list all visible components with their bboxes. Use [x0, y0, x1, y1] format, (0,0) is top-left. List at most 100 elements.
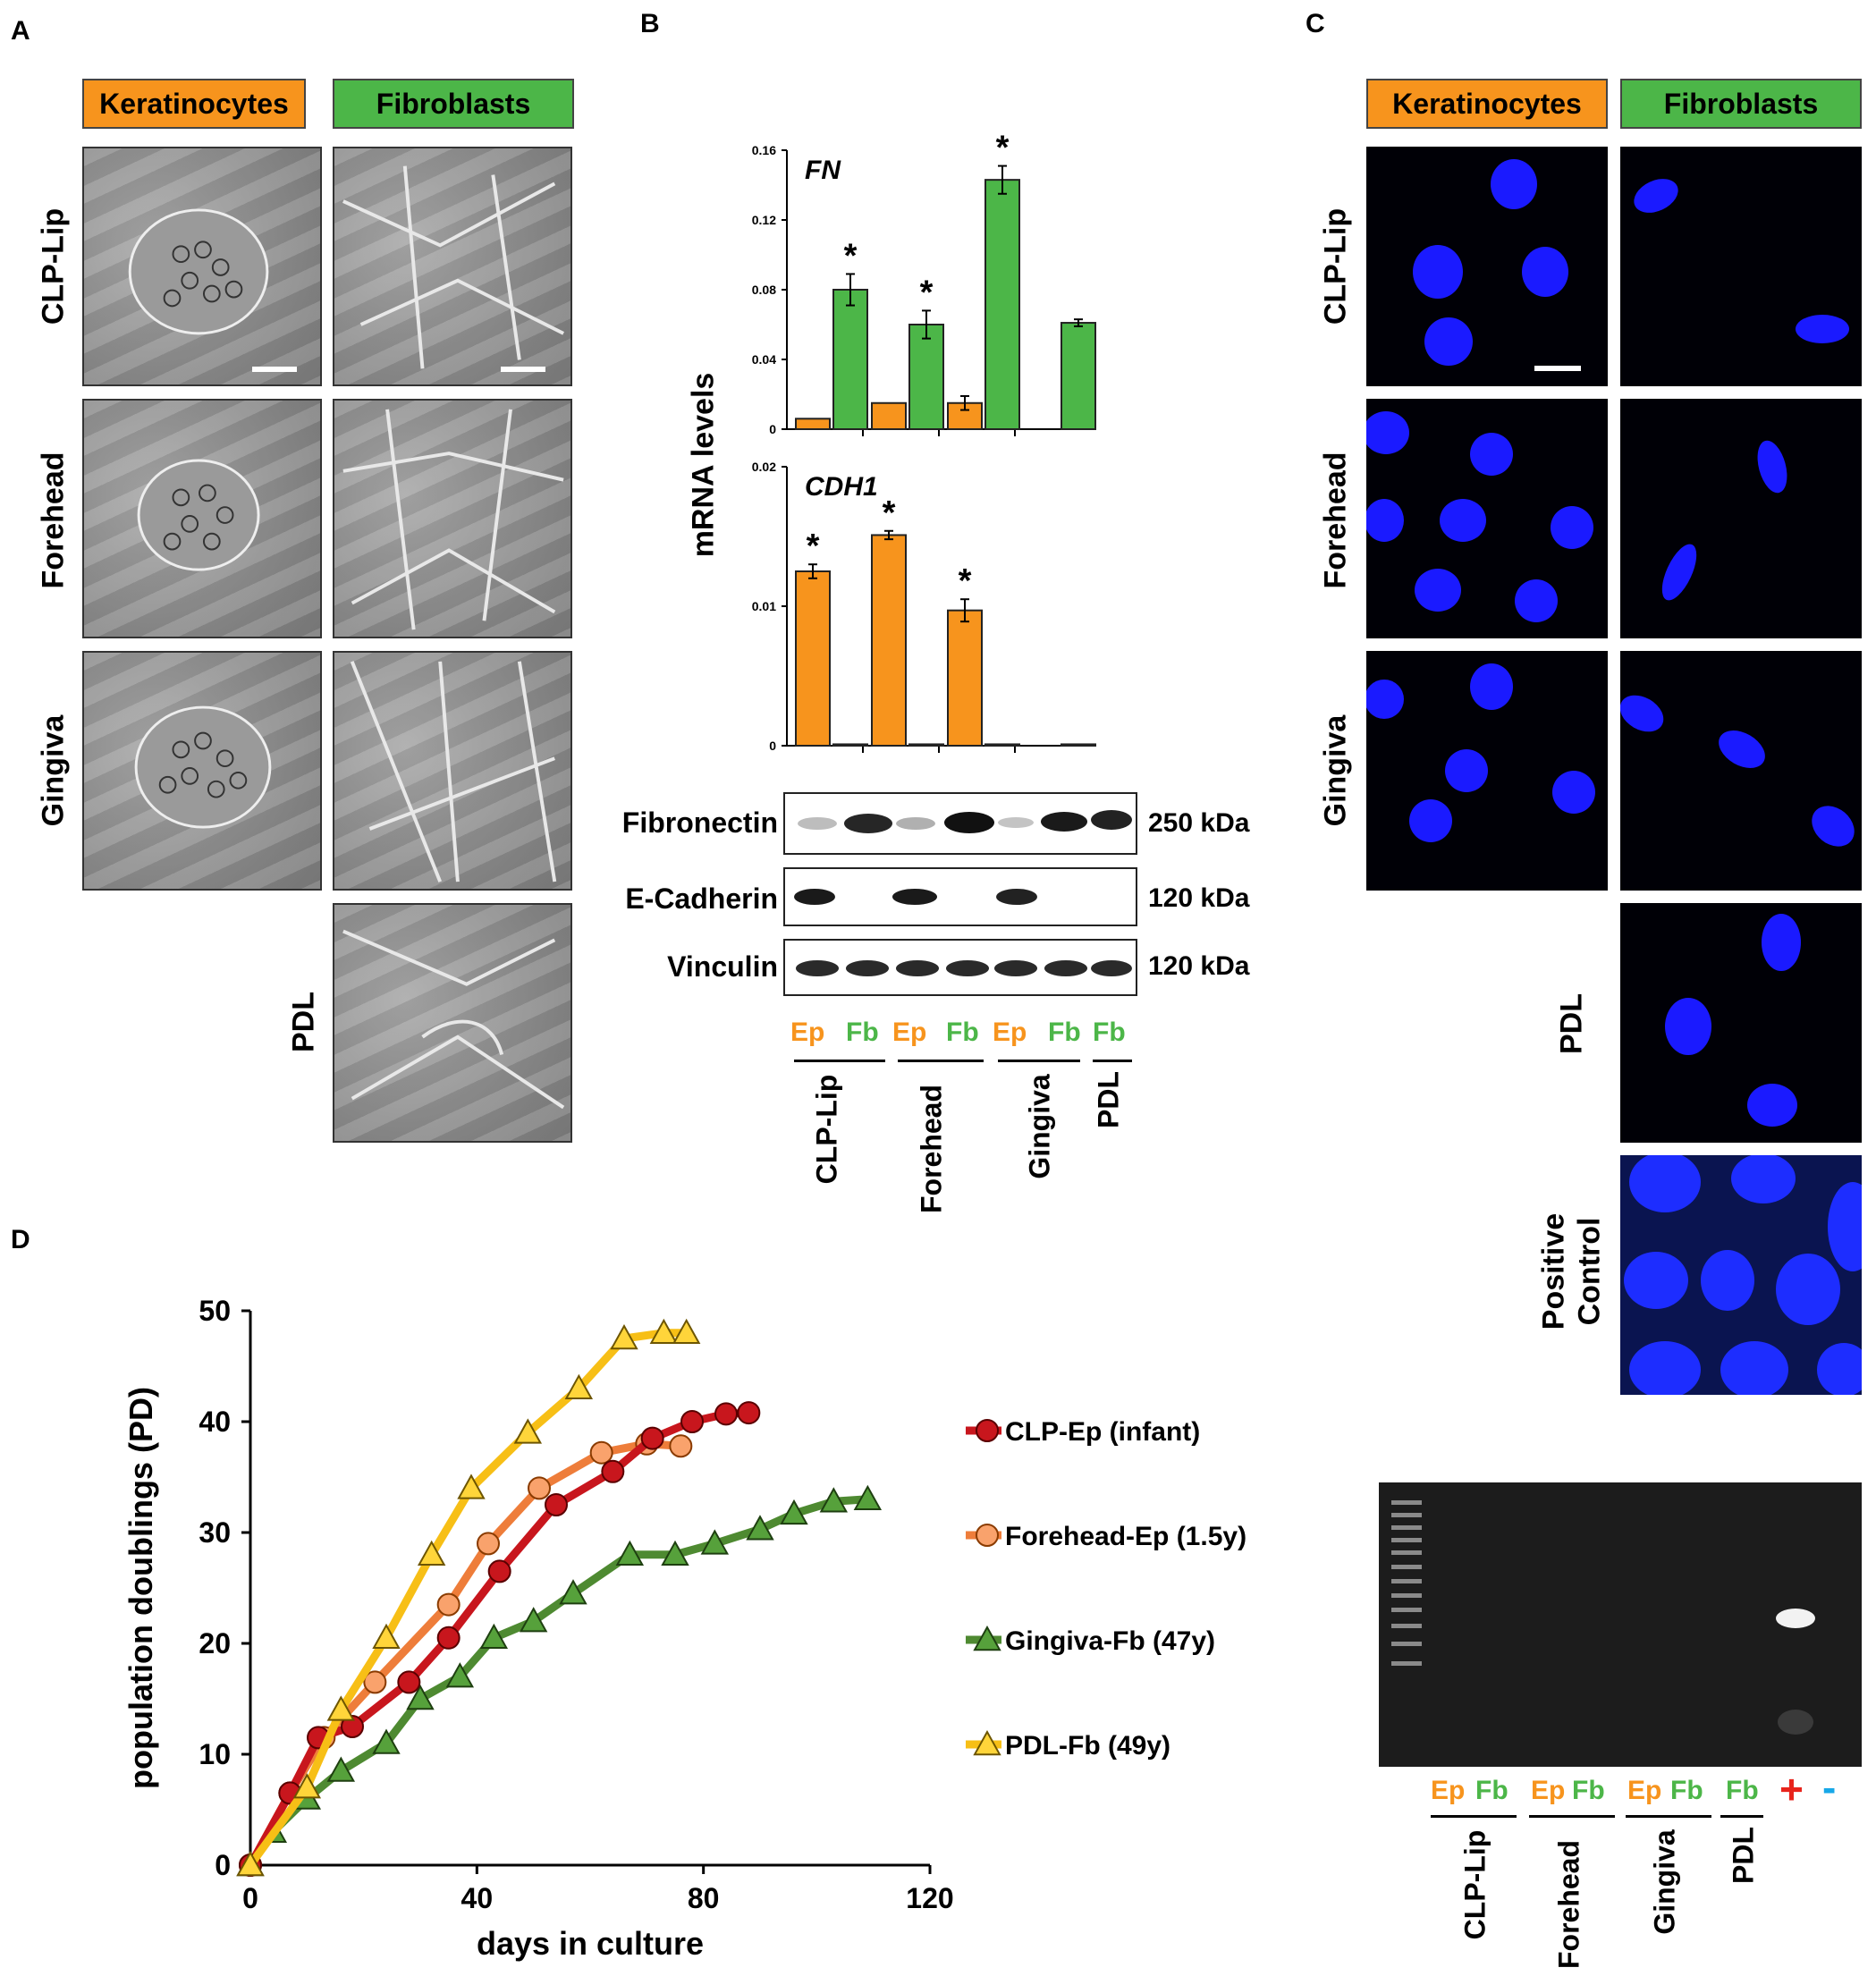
bar: [832, 289, 868, 430]
y-tick-label: 0.16: [752, 143, 776, 157]
data-point: [372, 1623, 401, 1649]
data-point: [397, 1670, 421, 1694]
data-point: [559, 1579, 587, 1605]
row-label-forehead-c: Forehead: [1318, 452, 1353, 589]
series-line: [247, 1495, 868, 1868]
y-tick-label: 0.12: [752, 213, 776, 227]
group-underline: [1093, 1060, 1132, 1062]
data-point: [737, 1401, 761, 1425]
legend-label: CLP-Ep (infant): [1005, 1417, 1200, 1447]
data-point: [292, 1773, 322, 1799]
bar: [1061, 743, 1096, 747]
data-point: [436, 1592, 461, 1617]
bar: [832, 743, 868, 747]
data-point: [487, 1559, 511, 1583]
data-point: [615, 1540, 645, 1566]
band: [794, 889, 835, 905]
data-point: [436, 1626, 461, 1650]
significance-marker: *: [883, 494, 896, 532]
lane-ep: Ep: [993, 1018, 1027, 1047]
y-tick-label: 0.01: [752, 599, 776, 613]
scale-bar: [501, 367, 545, 372]
lane-ep: Ep: [790, 1018, 825, 1047]
group-underline: [898, 1060, 984, 1062]
group-label-pdl-b: PDL: [1092, 1071, 1125, 1128]
row-label-forehead-a: Forehead: [36, 452, 71, 589]
y-tick-label: 30: [199, 1516, 231, 1549]
header-keratinocytes-c: Keratinocytes: [1366, 79, 1608, 129]
fluorescence-fibroblasts-forehead: [1620, 399, 1862, 638]
legend-marker: [973, 1625, 1001, 1651]
data-point: [669, 1434, 693, 1458]
micrograph-fibroblasts-gingiva: [333, 651, 572, 891]
data-point: [589, 1440, 613, 1465]
data-point: [406, 1684, 435, 1710]
y-tick-label: 0: [769, 739, 776, 753]
gel-lane-fb: Fb: [1572, 1776, 1605, 1805]
legend-label: PDL-Fb (49y): [1005, 1731, 1170, 1761]
bar: [871, 401, 907, 430]
data-point: [661, 1540, 689, 1566]
gel-group-label-clp-lip: CLP-Lip: [1458, 1829, 1492, 1940]
row-label-positive-c: Positive: [1536, 1212, 1571, 1330]
data-point: [457, 1474, 486, 1499]
data-point: [326, 1695, 356, 1721]
fluorescence-keratinocytes-forehead: [1366, 399, 1608, 638]
y-tick-label: 0.08: [752, 283, 776, 297]
micrograph-fibroblasts-pdl: [333, 903, 572, 1143]
bar: [984, 743, 1020, 747]
fluorescence-keratinocytes-clp-lip: [1366, 147, 1608, 386]
kda-fibronectin: 250 kDa: [1148, 808, 1250, 838]
band: [1091, 960, 1132, 976]
bar: [795, 418, 831, 430]
panel-letter-d: D: [11, 1225, 30, 1254]
row-label-clp-lip-a: CLP-Lip: [36, 207, 71, 325]
data-point: [528, 1476, 551, 1500]
kda-vinculin: 120 kDa: [1148, 951, 1250, 981]
significance-marker: *: [920, 274, 934, 311]
panel-letter-c: C: [1306, 9, 1325, 38]
x-tick-label: 0: [242, 1882, 258, 1914]
significance-marker: *: [996, 134, 1010, 167]
bar: [908, 743, 944, 747]
gel-lane-fb: Fb: [1670, 1776, 1703, 1805]
growth-curve-chart: 0 10 20 30 40 50 0 40 80 120 days in culture popula…: [123, 1295, 1246, 1962]
data-point: [363, 1670, 387, 1694]
bar: [908, 324, 944, 430]
data-point: [545, 1493, 568, 1516]
blot-fibronectin: [783, 792, 1137, 855]
blot-label-ecadherin: E-Cadherin: [625, 882, 778, 915]
bar: [984, 179, 1020, 431]
x-tick-label: 80: [688, 1882, 720, 1914]
data-point: [519, 1607, 548, 1633]
blot-label-fibronectin: Fibronectin: [621, 806, 778, 839]
bar: [1061, 322, 1096, 430]
row-label-pdl-c: PDL: [1554, 993, 1589, 1054]
mrna-ylabel: mRNA levels: [686, 372, 721, 558]
row-label-gingiva-a: Gingiva: [36, 714, 71, 827]
y-tick-label: 0.04: [752, 352, 776, 367]
y-tick-label: 20: [199, 1627, 231, 1659]
gel-group-label-forehead: Forehead: [1552, 1839, 1585, 1970]
significance-marker: *: [844, 237, 858, 274]
row-label-pdl-a: PDL: [286, 992, 321, 1052]
data-point: [477, 1532, 500, 1556]
lane-ep: Ep: [892, 1018, 927, 1047]
lane-fb: Fb: [1093, 1018, 1126, 1047]
data-point: [341, 1715, 364, 1738]
data-point: [610, 1323, 638, 1350]
gel-lane-ep: Ep: [1431, 1776, 1466, 1805]
band: [1091, 810, 1132, 830]
data-point: [746, 1515, 774, 1541]
blot-label-vinculin: Vinculin: [667, 950, 778, 983]
data-point: [513, 1418, 543, 1444]
gel-lane-fb: Fb: [1475, 1776, 1508, 1805]
gene-label: FN: [805, 156, 841, 185]
data-point: [714, 1402, 738, 1426]
group-underline: [998, 1060, 1080, 1062]
y-axis-label: population doublings (PD): [123, 1387, 159, 1789]
legend-marker: [976, 1419, 999, 1442]
gel-lane-ep: Ep: [1531, 1776, 1566, 1805]
blot-vinculin: [783, 939, 1137, 996]
